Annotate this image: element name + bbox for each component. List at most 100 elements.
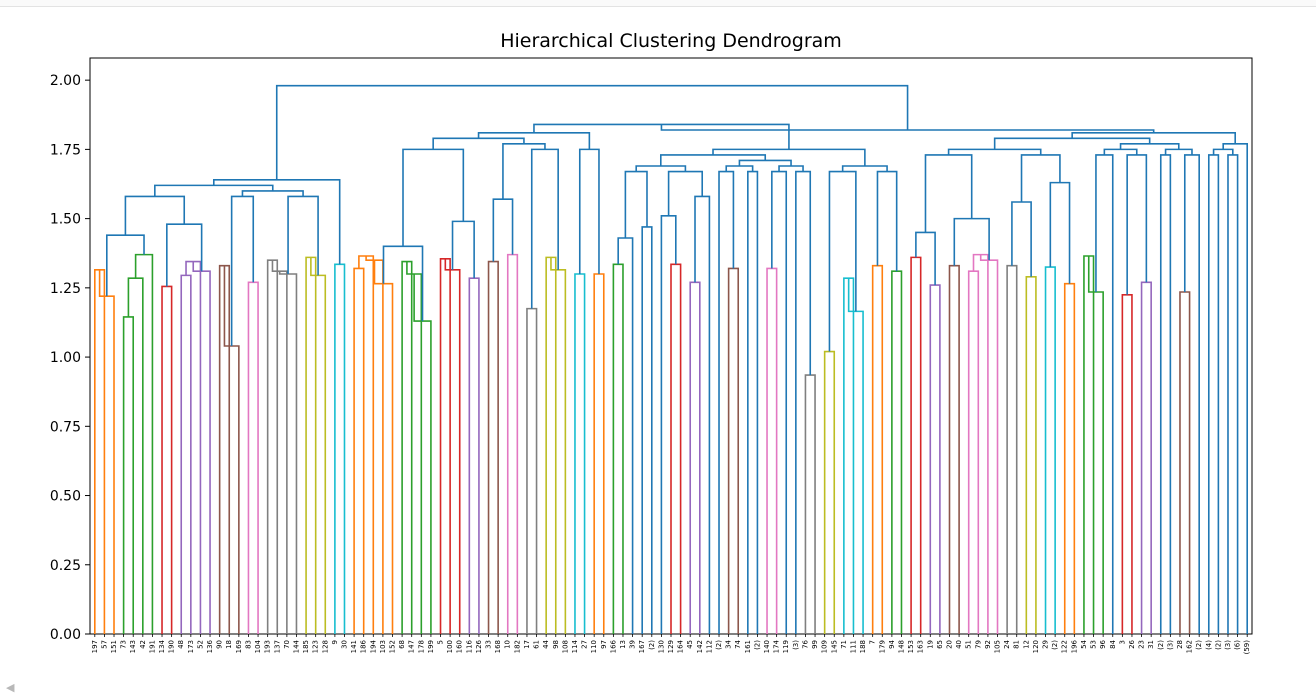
cluster-link (247, 281, 259, 634)
leaf-label: 52 (196, 640, 204, 649)
leaf-label: 61 (533, 640, 541, 649)
leaf-label: 105 (994, 640, 1002, 653)
leaf-label: 81 (1013, 640, 1021, 649)
upper-link (241, 190, 304, 197)
leaf-label: 153 (907, 640, 915, 653)
leaf-label: (2) (648, 640, 656, 650)
leaf-label: 3 (1118, 640, 1126, 644)
leaf-label: 167 (638, 640, 646, 653)
leaf-label: 151 (110, 640, 118, 653)
leaf-label: 197 (91, 640, 99, 653)
cluster-link (506, 253, 519, 634)
upper-link (1103, 148, 1138, 155)
leaf-label: 147 (408, 640, 416, 653)
leaf-label: 7 (869, 640, 877, 644)
leaf-label: 17 (523, 640, 531, 649)
upper-link (725, 165, 754, 172)
leaf-label: 71 (840, 640, 848, 649)
leaf-label: 103 (379, 640, 387, 653)
cluster-link (122, 316, 135, 634)
leaf-label: 27 (581, 640, 589, 649)
cluster-link (161, 285, 173, 634)
leaf-label: 76 (801, 639, 809, 648)
upper-link (924, 154, 973, 233)
cluster-link (134, 253, 154, 634)
leaf-label: 99 (811, 640, 819, 649)
leaf-label: 194 (369, 639, 377, 653)
upper-link (230, 195, 255, 346)
upper-link (432, 137, 525, 150)
leaf-label: 141 (350, 640, 358, 653)
cluster-link (180, 274, 192, 634)
cluster-link (401, 260, 413, 634)
leaf-label: 39 (629, 640, 637, 649)
upper-link (1095, 154, 1114, 634)
y-tick-label: 1.25 (50, 281, 81, 297)
leaf-label: 186 (360, 639, 368, 653)
scroll-left-icon[interactable]: ◀ (6, 681, 15, 694)
leaf-label: 126 (475, 639, 483, 653)
leaf-label: 145 (830, 640, 838, 653)
leaf-label: 53 (1090, 640, 1098, 649)
upper-link (212, 179, 341, 265)
leaf-label: 152 (389, 640, 397, 653)
leaf-label: 182 (513, 640, 521, 653)
upper-link (841, 165, 888, 172)
cluster-link (1025, 275, 1037, 634)
leaf-label: 19 (926, 640, 934, 649)
leaf-label: 33 (485, 640, 493, 649)
upper-link (771, 170, 788, 634)
leaf-label: 40 (955, 640, 963, 649)
leaf-label: 130 (657, 640, 665, 653)
leaf-label: (2) (753, 640, 761, 650)
leaf-label: 108 (561, 640, 569, 653)
leaf-label: 111 (849, 640, 857, 653)
upper-link (154, 184, 274, 197)
leaf-label: 114 (571, 639, 579, 653)
leaf-label: 23 (1138, 640, 1146, 649)
upper-link (492, 198, 514, 262)
cluster-link (1063, 282, 1076, 634)
leaf-label: 168 (494, 640, 502, 653)
cluster-link (413, 274, 432, 634)
y-tick-label: 1.00 (50, 350, 81, 366)
cluster-link (266, 259, 279, 634)
upper-link (402, 148, 465, 247)
leaf-label: 18 (225, 640, 233, 649)
upper-link (287, 195, 319, 276)
leaf-label: 136 (206, 639, 214, 653)
leaf-label: 140 (763, 640, 771, 653)
leaf-label: 104 (254, 639, 262, 653)
cluster-link (353, 267, 365, 634)
upper-link (828, 170, 857, 352)
leaf-label: 163 (917, 640, 925, 653)
cluster-link (1121, 293, 1133, 634)
leaf-label: 190 (168, 640, 176, 653)
leaf-label: 174 (773, 639, 781, 653)
leaf-label: 94 (888, 639, 896, 648)
cluster-link (766, 267, 778, 634)
upper-link (635, 165, 687, 172)
leaf-label: (4) (1205, 640, 1213, 650)
leaf-label: 26 (1128, 639, 1136, 648)
y-tick-label: 1.50 (50, 212, 81, 228)
leaf-label: 20 (945, 640, 953, 649)
leaf-label: 137 (273, 640, 281, 653)
upper-link (712, 148, 866, 166)
cluster-link (574, 273, 586, 634)
upper-link (915, 231, 936, 286)
upper-link (477, 131, 591, 150)
upper-link (1207, 154, 1220, 634)
y-tick-label: 0.00 (50, 627, 81, 643)
leaf-label: 34 (725, 639, 733, 648)
upper-link (1119, 143, 1180, 150)
leaf-label: 45 (686, 640, 694, 649)
upper-link (124, 195, 186, 236)
chart-title: Hierarchical Clustering Dendrogram (500, 30, 842, 52)
leaf-label: 123 (312, 640, 320, 653)
cluster-link (526, 307, 538, 634)
horizontal-scroll-indicator[interactable]: ◀ (0, 680, 1316, 697)
y-tick-label: 0.50 (50, 489, 81, 505)
cluster-link (1087, 256, 1104, 634)
leaf-label: (2) (1157, 640, 1165, 650)
